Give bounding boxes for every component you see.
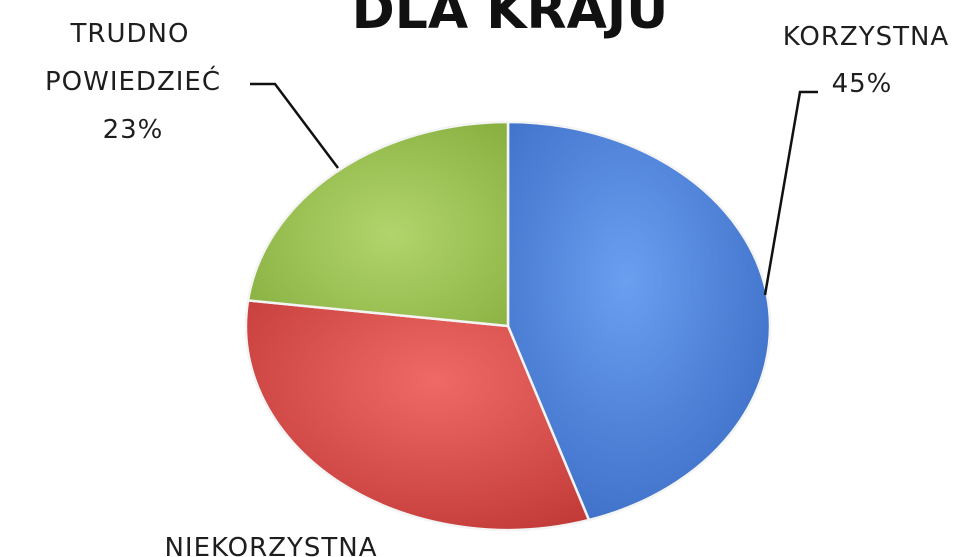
pie-slices [244,120,772,532]
slice-label-powiedziec: POWIEDZIEĆ [45,65,221,97]
slice-trudno-powiedziec [246,120,510,328]
slice-label-korzystna: KORZYSTNA [783,22,949,52]
chart-title: DLA KRAJU [352,0,669,41]
slice-value-trudno-powiedziec: 23% [103,115,164,145]
slice-value-korzystna: 45% [832,69,893,99]
leader-line-trudno-powiedziec [250,82,339,169]
slice-label-niekorzystna: NIEKORZYSTNA [164,533,377,557]
slice-korzystna [506,120,772,522]
slice-label-trudno: TRUDNO [70,19,190,49]
slice-niekorzystna [244,299,591,532]
leader-line-korzystna [763,90,818,296]
